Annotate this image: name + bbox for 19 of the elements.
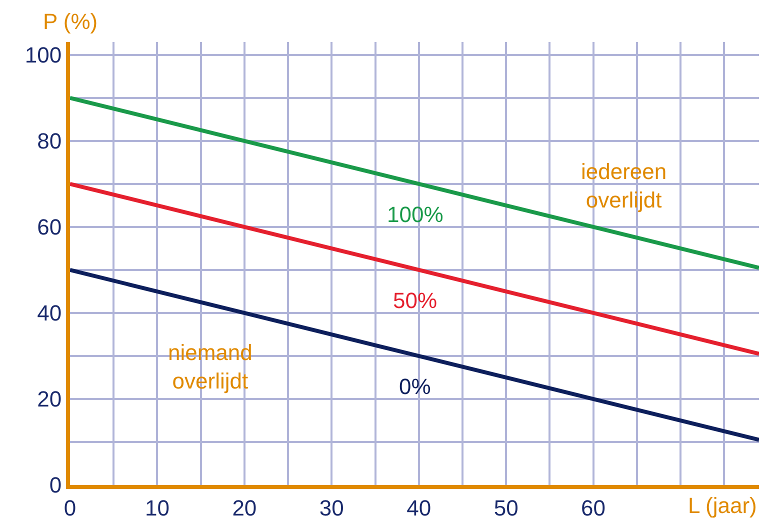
y-tick-label: 60 — [37, 214, 62, 240]
annotation: niemand overlijdt — [168, 340, 252, 394]
x-tick-label: 60 — [581, 495, 606, 520]
series-label: 100% — [387, 202, 444, 227]
y-tick-label: 20 — [37, 386, 62, 412]
y-axis-title: P (%) — [43, 9, 98, 34]
x-tick-label: 30 — [319, 495, 344, 520]
y-tick-label: 80 — [37, 128, 62, 154]
x-tick-label: 10 — [144, 495, 170, 520]
x-tick-label: 50 — [494, 495, 518, 520]
y-tick-label: 40 — [37, 300, 62, 326]
series-label: 50% — [393, 288, 438, 313]
x-axis-title: L (jaar) — [688, 493, 757, 518]
y-tick-label: 100 — [24, 42, 62, 68]
y-tick-label: 0 — [49, 472, 62, 498]
x-tick-label: 20 — [232, 495, 257, 520]
series-label: 0% — [399, 374, 431, 399]
x-tick-label: 40 — [406, 495, 432, 520]
annotation: iedereen overlijdt — [581, 159, 667, 213]
